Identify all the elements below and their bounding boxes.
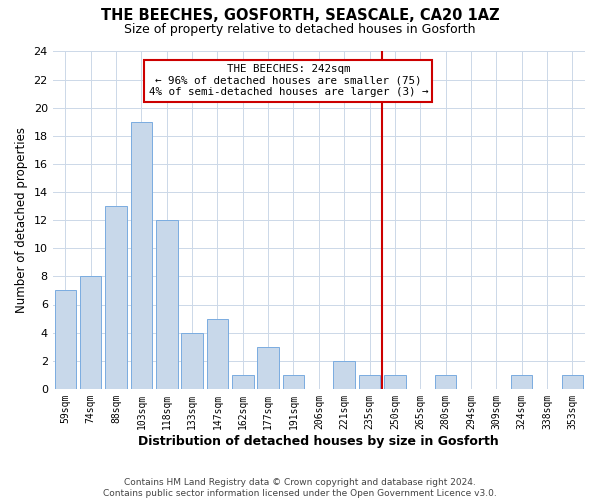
Bar <box>80 276 101 389</box>
Bar <box>105 206 127 389</box>
Bar <box>435 375 457 389</box>
Bar <box>131 122 152 389</box>
Text: THE BEECHES: 242sqm
← 96% of detached houses are smaller (75)
4% of semi-detache: THE BEECHES: 242sqm ← 96% of detached ho… <box>149 64 428 98</box>
Bar <box>511 375 532 389</box>
Text: Contains HM Land Registry data © Crown copyright and database right 2024.
Contai: Contains HM Land Registry data © Crown c… <box>103 478 497 498</box>
Text: Size of property relative to detached houses in Gosforth: Size of property relative to detached ho… <box>124 22 476 36</box>
Bar <box>156 220 178 389</box>
Bar <box>562 375 583 389</box>
Bar <box>359 375 380 389</box>
Bar <box>232 375 254 389</box>
Bar <box>206 318 228 389</box>
Bar <box>334 360 355 389</box>
X-axis label: Distribution of detached houses by size in Gosforth: Distribution of detached houses by size … <box>139 434 499 448</box>
Bar <box>257 346 279 389</box>
Bar <box>384 375 406 389</box>
Y-axis label: Number of detached properties: Number of detached properties <box>15 127 28 313</box>
Bar <box>283 375 304 389</box>
Bar <box>55 290 76 389</box>
Text: THE BEECHES, GOSFORTH, SEASCALE, CA20 1AZ: THE BEECHES, GOSFORTH, SEASCALE, CA20 1A… <box>101 8 499 22</box>
Bar <box>181 332 203 389</box>
